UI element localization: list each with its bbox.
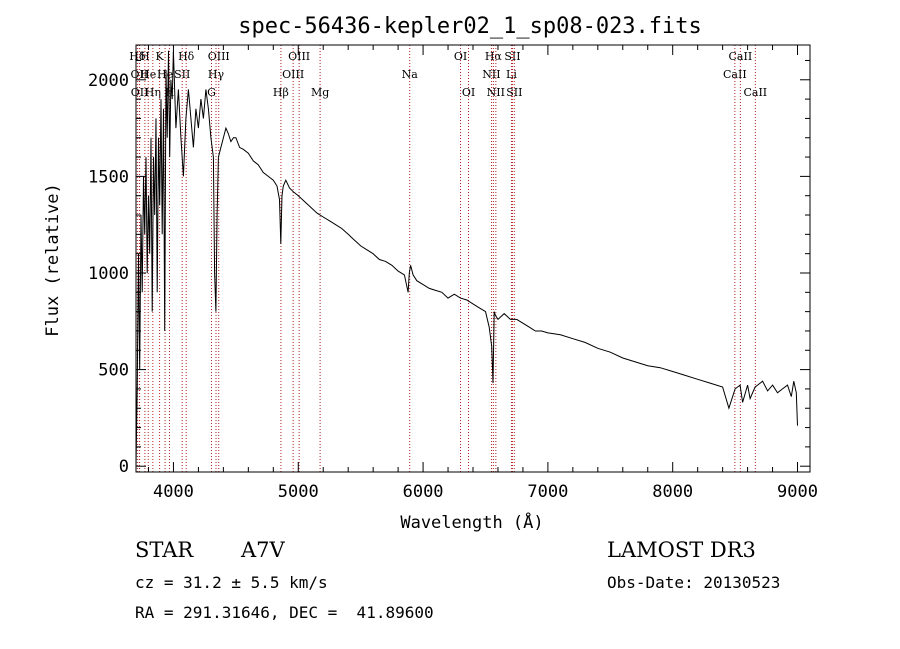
spectral-line-label: Na [402,68,419,81]
x-tick-label: 8000 [652,482,693,502]
spectral-line-label: OIII [288,50,310,63]
spectral-line-label: CaII [723,68,747,81]
spectral-line-label: Hγ [208,68,225,81]
spectral-line-label: SII [174,68,190,81]
object-subclass: A7V [241,538,285,562]
spectral-line-label: SII [506,86,522,99]
spectral-line-label: OII [131,68,149,81]
object-class: STAR [135,538,194,562]
x-tick-label: 4000 [153,482,194,502]
spectral-line-label: NII [482,68,500,81]
x-axis-label: Wavelength (Å) [400,511,543,533]
spectral-line-label: Hβ [273,86,289,99]
y-axis-label: Flux (relative) [43,183,63,337]
redshift-cz: cz = 31.2 ± 5.5 km/s [135,573,328,592]
spectral-line-label: SII [504,50,520,63]
survey-name: LAMOST DR3 [607,538,756,562]
spectral-line-label: OI [454,50,467,63]
spectral-line-label: CaII [743,86,767,99]
spectral-line-label: Hα [485,50,503,63]
plot-frame [135,44,811,473]
spectral-line-label: Li [506,68,517,81]
spectral-line-label: OII [131,86,149,99]
series-line-flux [135,50,798,467]
spectral-line-label: Mg [311,86,329,99]
y-tick-label: 1500 [88,167,129,187]
spectral-line-label: OIII [208,50,230,63]
y-tick-label: 1000 [88,264,129,284]
x-tick-label: 5000 [278,482,319,502]
spectral-line-label: Hη [145,86,161,99]
observation-date: Obs-Date: 20130523 [607,573,781,592]
spectral-line-label: He [140,68,156,81]
x-tick-label: 9000 [777,482,818,502]
y-tick-label: 0 [119,457,129,477]
y-tick-label: 2000 [88,71,129,91]
spectral-line-label: H [140,50,150,63]
spectral-line-label: He [157,68,173,81]
spectral-line-label: OI [462,86,475,99]
spectral-line-label: Hδ [178,50,195,63]
x-tick-label: 7000 [527,482,568,502]
ticks-layer: 4000 5000 6000 7000 8000 9000 0 500 1000 1500 2000 [88,45,818,502]
spectral-line-label: Hδ [129,50,146,63]
y-tick-label: 500 [98,361,129,381]
series-layer [135,50,798,467]
x-tick-label: 6000 [403,482,444,502]
spectral-line-label: G [207,86,216,99]
chart-title: spec-56436-kepler02_1_sp08-023.fits [238,14,702,39]
spectral-line-label: NII [487,86,505,99]
ra-dec: RA = 291.31646, DEC = 41.89600 [135,603,434,622]
spectral-line-label: OIII [282,68,304,81]
spectral-line-label: CaII [729,50,753,63]
spectral-line-label: K [155,50,164,63]
